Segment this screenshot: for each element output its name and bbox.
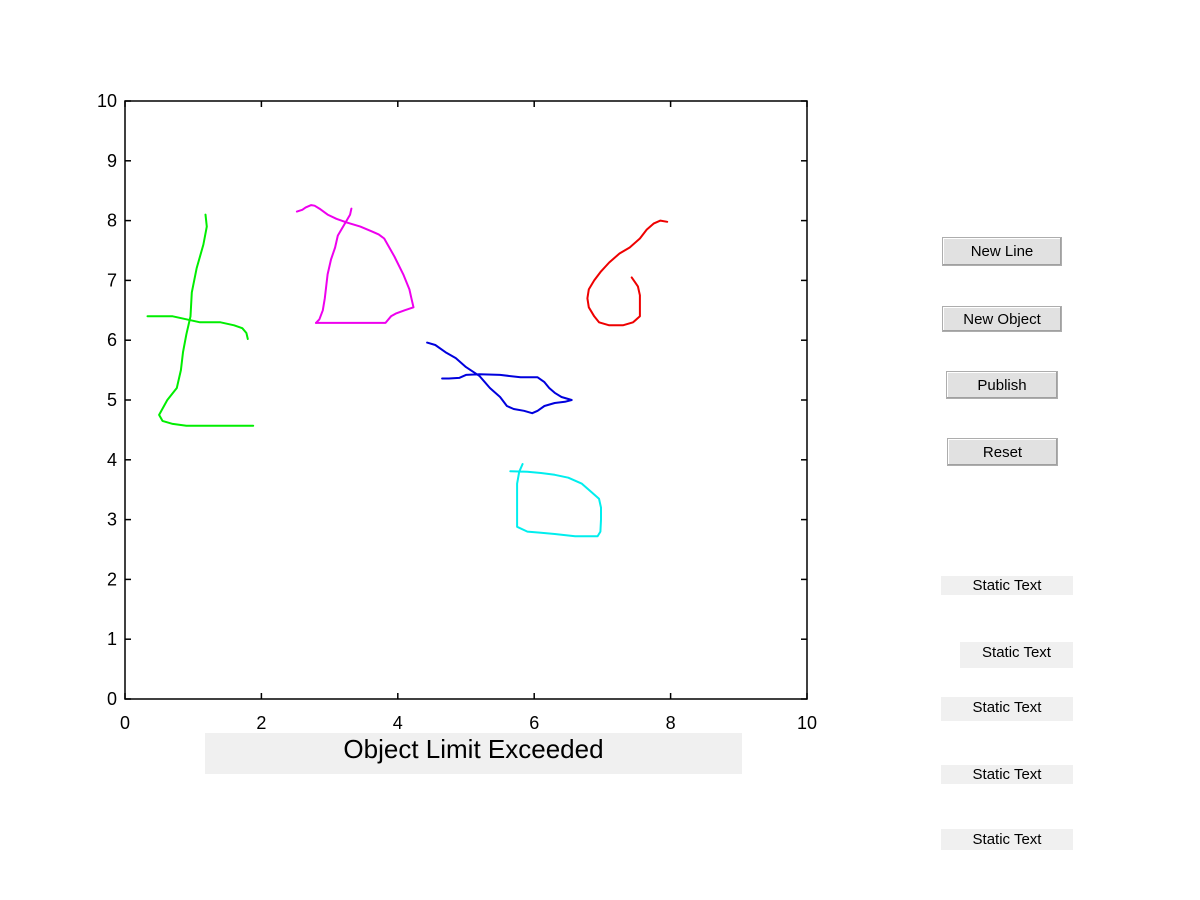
y-tick-label-0: 0	[107, 689, 117, 709]
new-line-button[interactable]: New Line	[942, 237, 1062, 266]
static-text-5: Static Text	[941, 829, 1073, 850]
drawn-lines	[146, 204, 669, 538]
axis-ticks: 0 2 4 6 8 10 0 1 2 3 4 5 6 7 8 9 10	[97, 91, 817, 733]
reset-button[interactable]: Reset	[947, 438, 1058, 466]
y-tick-label-10: 10	[97, 91, 117, 111]
drawn-line-5	[426, 341, 573, 415]
drawn-line-6	[509, 463, 602, 538]
publish-button[interactable]: Publish	[946, 371, 1058, 399]
x-tick-label-4: 8	[666, 713, 676, 733]
x-tick-label-1: 2	[256, 713, 266, 733]
static-text-4: Static Text	[941, 765, 1073, 784]
status-text: Object Limit Exceeded	[205, 733, 742, 774]
new-object-button[interactable]: New Object	[942, 306, 1062, 332]
y-tick-label-7: 7	[107, 270, 117, 290]
x-tick-label-2: 4	[393, 713, 403, 733]
y-tick-label-3: 3	[107, 510, 117, 530]
drawn-line-0	[158, 213, 255, 427]
axes-frame	[124, 100, 808, 700]
y-tick-label-8: 8	[107, 211, 117, 231]
drawn-line-4	[586, 219, 669, 327]
y-tick-label-2: 2	[107, 569, 117, 589]
x-tick-label-5: 10	[797, 713, 817, 733]
y-tick-label-1: 1	[107, 629, 117, 649]
static-text-2: Static Text	[960, 642, 1073, 668]
y-tick-label-6: 6	[107, 330, 117, 350]
static-text-1: Static Text	[941, 576, 1073, 595]
y-tick-label-5: 5	[107, 390, 117, 410]
static-text-3: Static Text	[941, 697, 1073, 721]
y-tick-label-9: 9	[107, 151, 117, 171]
drawn-line-3	[315, 207, 353, 324]
y-tick-label-4: 4	[107, 450, 117, 470]
drawn-line-2	[295, 204, 415, 324]
drawn-line-1	[146, 315, 249, 340]
x-tick-label-3: 6	[529, 713, 539, 733]
x-tick-label-0: 0	[120, 713, 130, 733]
